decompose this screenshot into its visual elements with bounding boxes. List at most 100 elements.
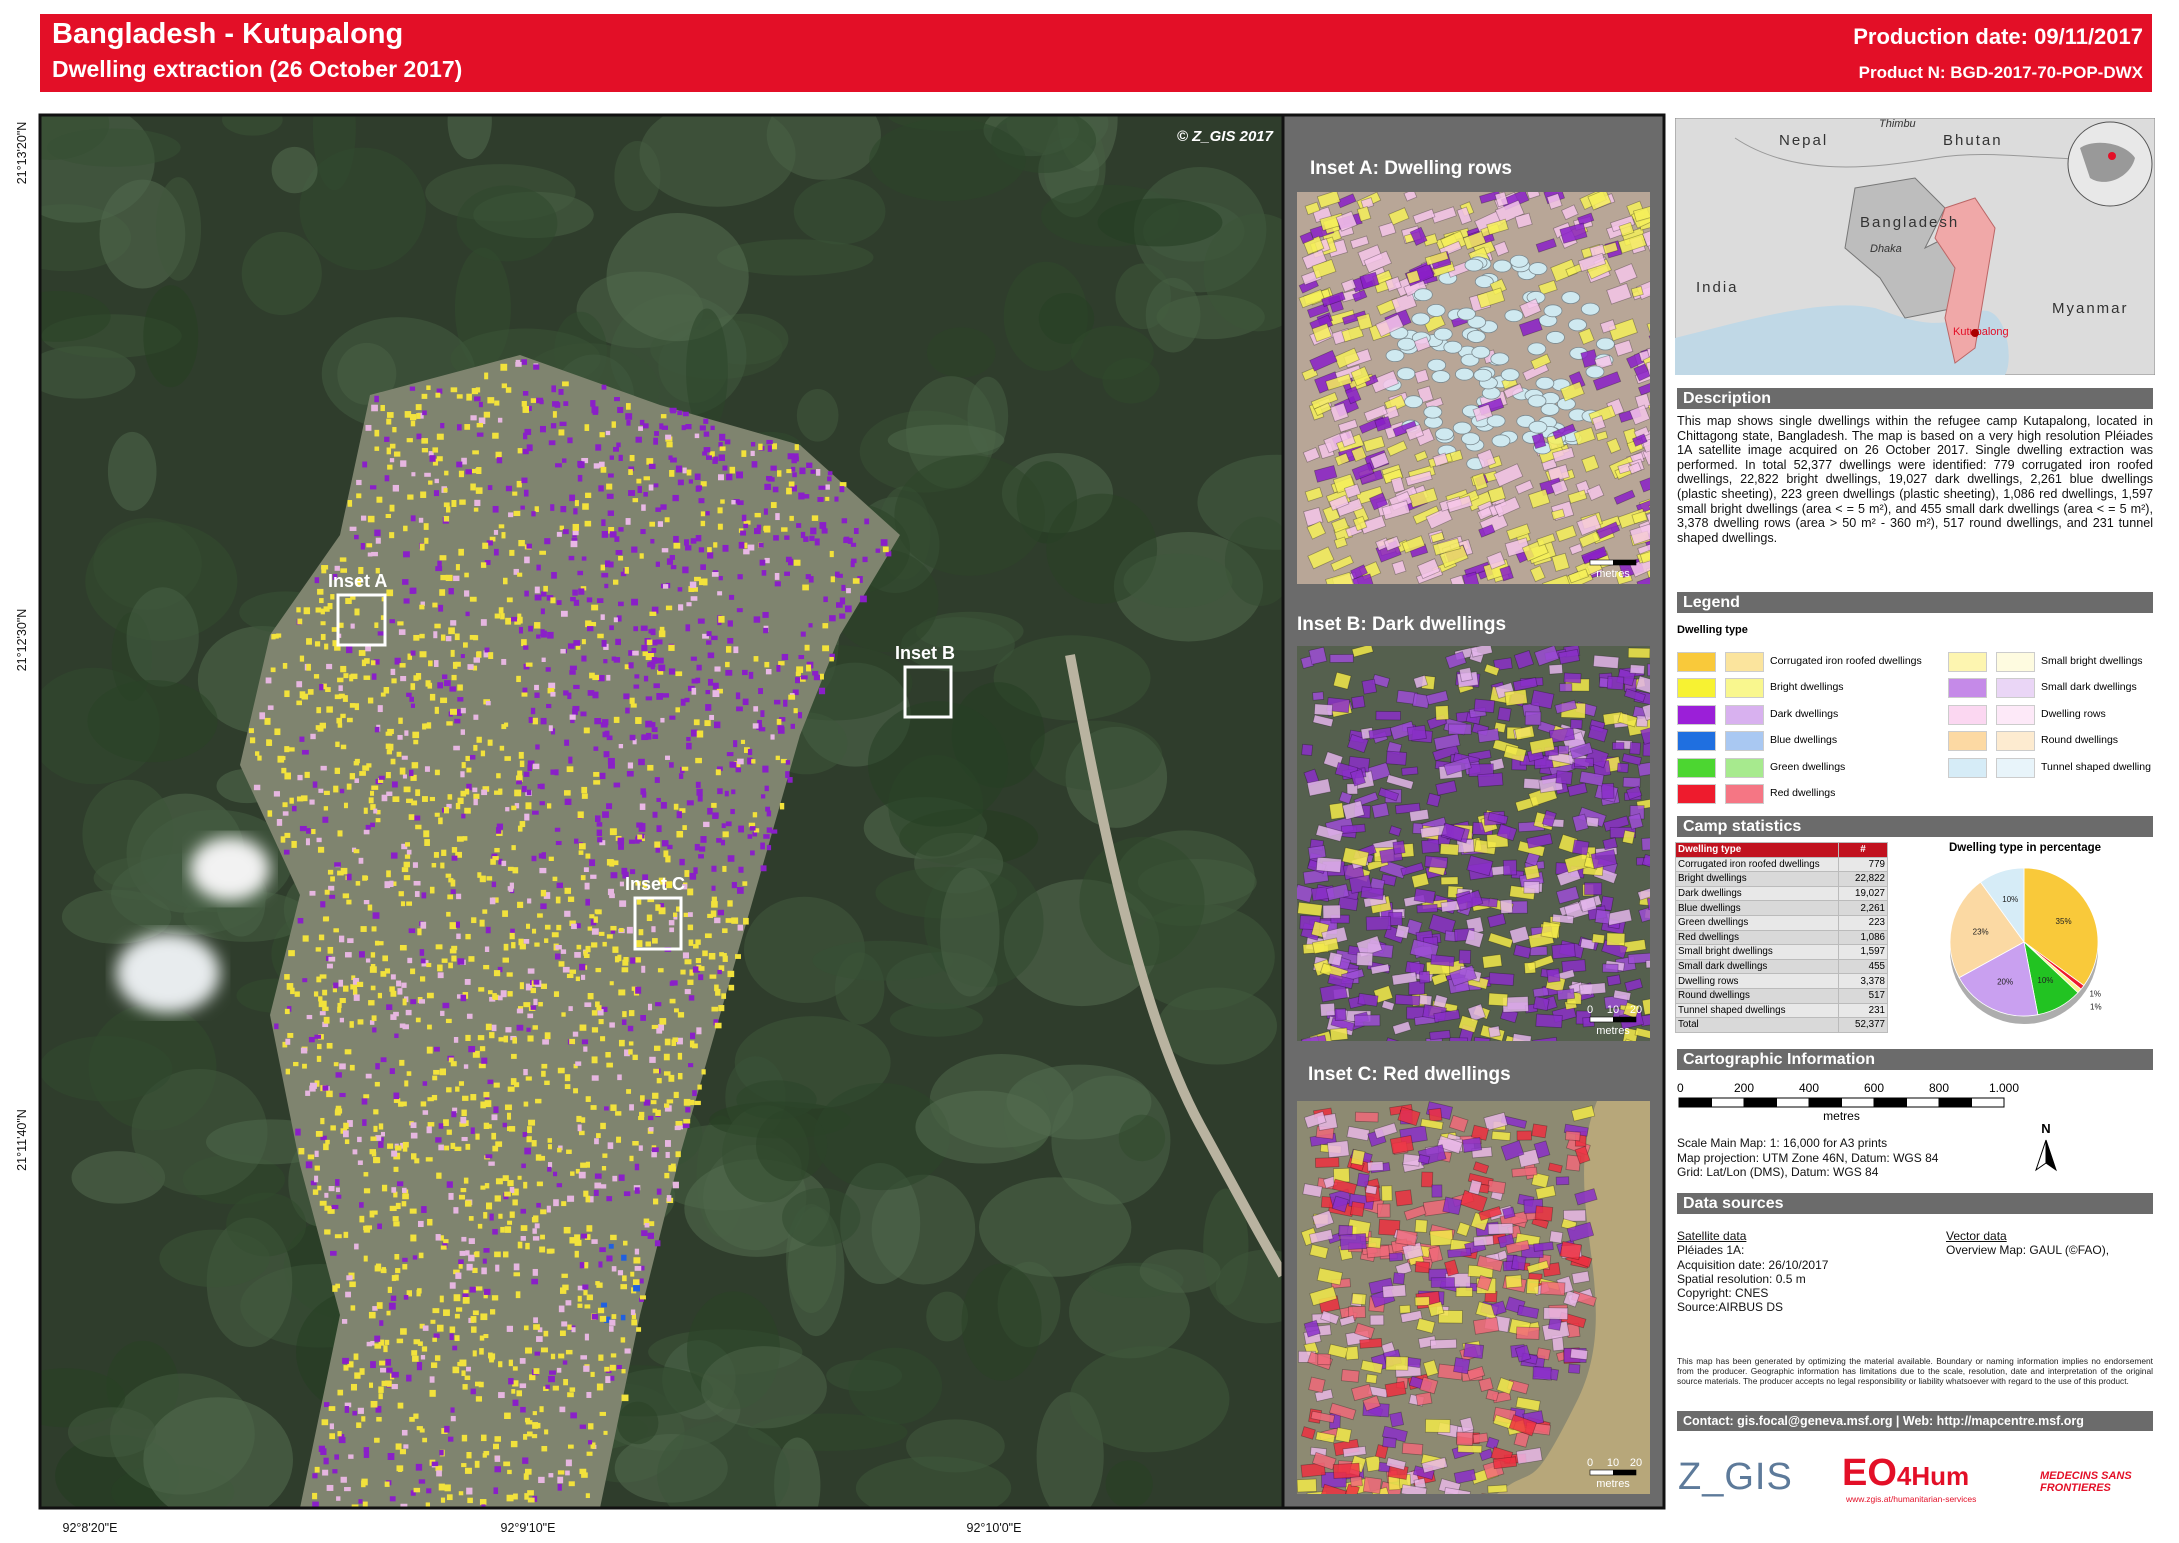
dwelling-dot — [778, 661, 785, 666]
dwelling — [1308, 646, 1328, 665]
dwelling-dot — [698, 547, 705, 553]
dwelling-dot — [335, 1179, 340, 1186]
dwelling-dot — [633, 1257, 641, 1264]
dwelling-dot — [492, 1443, 500, 1450]
dwelling-dot — [410, 1490, 416, 1496]
dwelling-dot — [329, 1423, 334, 1430]
dwelling-dot — [511, 1389, 516, 1394]
dwelling — [1606, 675, 1625, 691]
dwelling — [1533, 646, 1560, 667]
dwelling — [1392, 1020, 1412, 1036]
dwelling-dot — [384, 475, 390, 482]
scale-tick: 1.000 — [1989, 1081, 2019, 1095]
dwelling-dot — [661, 548, 669, 553]
dwelling-dot — [349, 773, 356, 780]
dwelling — [1414, 1296, 1430, 1307]
dwelling-dot — [507, 1220, 513, 1225]
dwelling-dot — [585, 492, 592, 498]
dwelling-dot — [670, 1163, 676, 1170]
dwelling-dot — [725, 661, 730, 668]
dwelling-dot — [371, 1210, 378, 1215]
dwelling-dot — [254, 751, 260, 756]
dwelling-dot — [580, 1233, 588, 1239]
table-row: Small bright dwellings 1,597 — [1675, 944, 1888, 960]
dwelling-dot — [374, 429, 380, 437]
dwelling-dot — [370, 660, 376, 666]
dwelling — [1351, 695, 1366, 709]
dwelling-dot — [581, 457, 589, 464]
dwelling-dot — [523, 939, 530, 944]
dwelling — [1535, 1185, 1557, 1200]
dwelling-dot — [421, 438, 429, 444]
dwelling — [1485, 1389, 1500, 1402]
dwelling-dot — [495, 1141, 503, 1147]
dwelling-dot — [707, 652, 715, 659]
dwelling-dot — [533, 998, 538, 1006]
dwelling-dot — [417, 1220, 424, 1228]
dwelling-dot — [320, 608, 325, 615]
dwelling-dot — [463, 1064, 469, 1069]
dwelling-dot — [486, 1124, 492, 1129]
dwelling-dot — [641, 965, 646, 973]
dwelling — [1529, 565, 1546, 583]
dwelling-dot — [355, 881, 361, 886]
dwelling — [1519, 298, 1542, 319]
dwelling-dot — [487, 1079, 494, 1085]
round-dwelling — [1585, 365, 1605, 379]
dwelling-dot — [401, 1429, 408, 1436]
dwelling — [1569, 741, 1594, 760]
dwelling-dot — [456, 994, 463, 999]
dwelling-dot — [633, 684, 640, 689]
dwelling — [1430, 971, 1448, 986]
dwelling-dot — [294, 991, 300, 997]
dwelling — [1432, 537, 1461, 556]
dwelling-dot — [466, 1451, 472, 1459]
dwelling-dot — [581, 1039, 589, 1045]
dwelling-dot — [442, 1002, 450, 1009]
dwelling — [1349, 768, 1366, 787]
dwelling-dot — [586, 1225, 593, 1232]
table-cell: 52,377 — [1838, 1017, 1888, 1033]
dwelling-dot — [808, 576, 814, 583]
dwelling-dot — [480, 1101, 486, 1109]
dwelling-dot — [668, 1074, 675, 1082]
inset-box — [903, 665, 953, 719]
dwelling-dot — [654, 431, 659, 436]
dwelling-dot — [615, 638, 621, 646]
dwelling-dot — [337, 622, 344, 628]
dwelling-dot — [498, 1361, 503, 1368]
dwelling-dot — [349, 1021, 354, 1028]
dwelling-dot — [719, 952, 724, 957]
dwelling-dot — [481, 1504, 486, 1508]
scale-tick: 10 — [1607, 1457, 1619, 1469]
dwelling-dot — [511, 805, 517, 811]
dwelling-dot — [248, 728, 254, 734]
dwelling-dot — [305, 838, 310, 846]
dwelling-dot — [577, 811, 584, 819]
dwelling-dot — [593, 463, 600, 469]
dwelling — [1595, 430, 1609, 442]
dwelling — [1541, 574, 1571, 584]
dwelling-dot — [541, 1063, 548, 1069]
dwelling-dot — [660, 504, 667, 510]
dwelling-dot — [420, 921, 427, 929]
dwelling-dot — [384, 1339, 390, 1345]
dwelling-dot — [513, 1263, 520, 1271]
dwelling — [1349, 1476, 1363, 1488]
dwelling-dot — [672, 494, 679, 502]
dwelling-dot — [403, 861, 410, 868]
dwelling-dot — [282, 811, 289, 816]
dwelling — [1617, 712, 1638, 728]
dwelling-dot — [775, 513, 780, 521]
dwelling-dot — [365, 424, 372, 431]
dwelling-dot — [618, 743, 624, 749]
copyright: © Z_GIS 2017 — [1177, 128, 1274, 145]
dwelling-dot — [834, 571, 840, 577]
table-row: Corrugated iron roofed dwellings 779 — [1675, 856, 1888, 873]
dwelling-dot — [374, 1437, 380, 1443]
dwelling-dot — [345, 598, 352, 605]
dwelling-dot — [498, 858, 503, 865]
vegetation — [1203, 1188, 1249, 1306]
dwelling-dot — [387, 464, 393, 470]
dwelling-dot — [419, 633, 425, 639]
